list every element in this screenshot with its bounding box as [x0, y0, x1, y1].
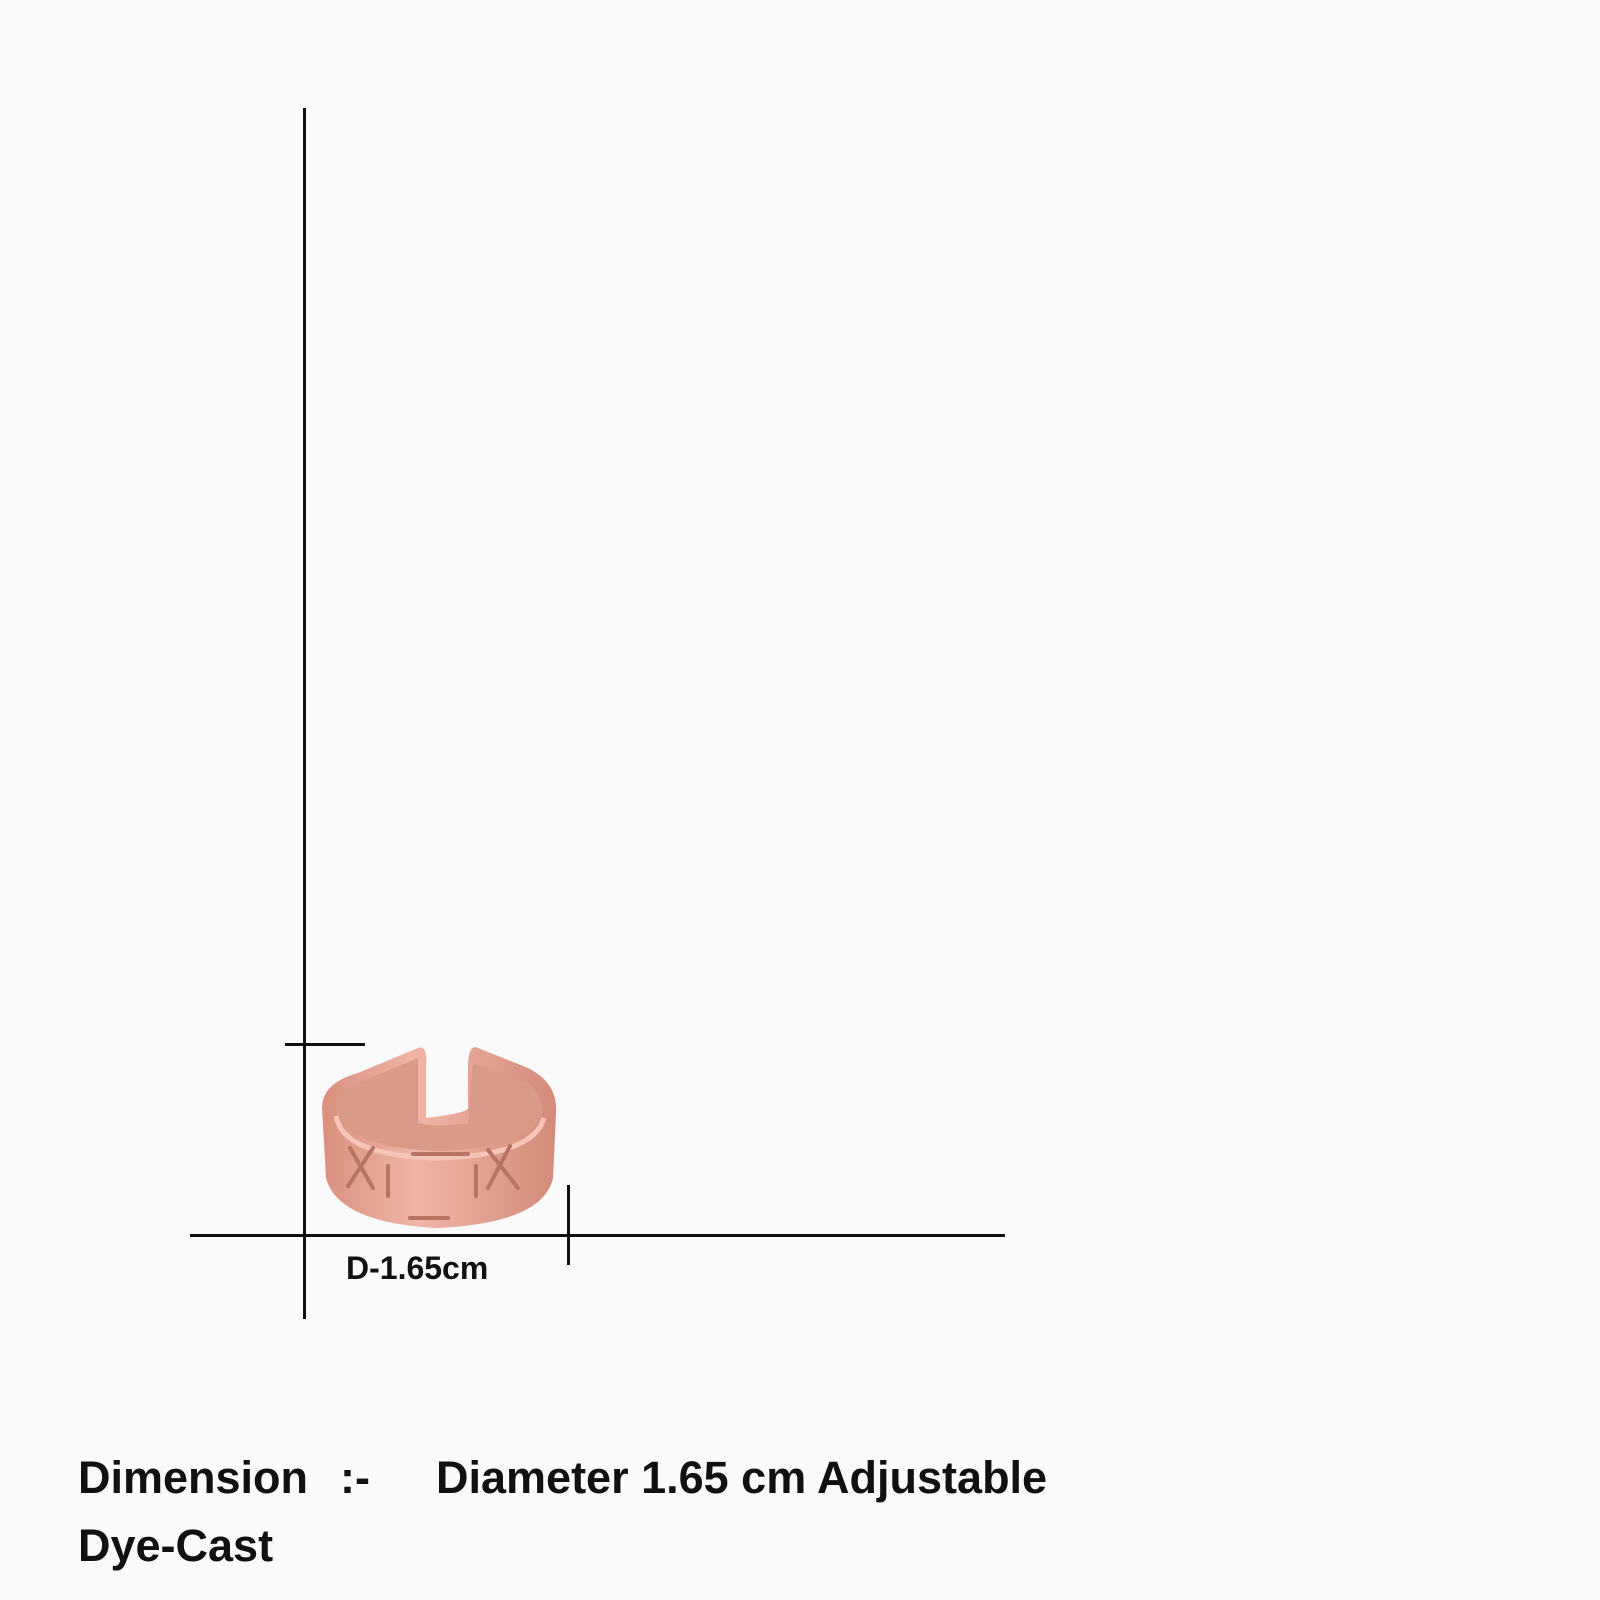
dimension-heading: Dimension — [78, 1452, 309, 1503]
vertical-axis-line — [303, 108, 306, 1319]
top-tick-line — [285, 1043, 365, 1046]
material-text: Dye-Cast — [78, 1520, 274, 1571]
diameter-dimension-label: D-1.65cm — [346, 1250, 489, 1286]
horizontal-axis-line — [190, 1234, 1005, 1237]
dimension-value: Diameter 1.65 cm Adjustable — [436, 1452, 1048, 1503]
ring-image — [322, 1047, 557, 1228]
dimension-separator: :- — [340, 1452, 370, 1503]
right-tick-line — [567, 1185, 570, 1265]
